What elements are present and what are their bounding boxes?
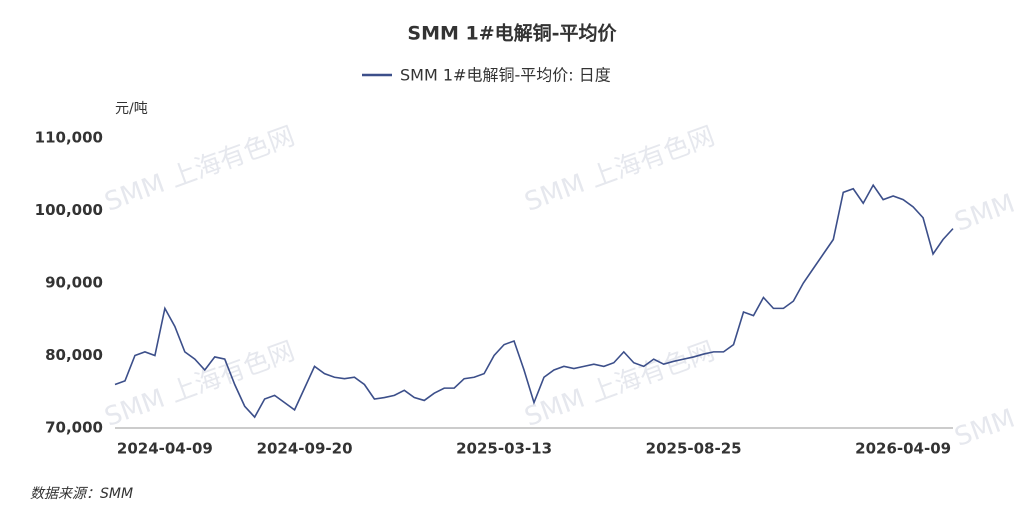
watermark: SMM 上海有色网 [951, 141, 1024, 237]
x-tick-label: 2025-03-13 [456, 440, 552, 458]
y-tick-label: 70,000 [45, 419, 103, 437]
y-tick-label: 110,000 [35, 129, 103, 147]
legend-label: SMM 1#电解铜-平均价: 日度 [400, 66, 611, 85]
watermark: SMM 上海有色网 [101, 336, 299, 432]
chart-title: SMM 1#电解铜-平均价 [407, 22, 617, 45]
x-tick-label: 2025-08-25 [646, 440, 742, 458]
watermark: SMM 上海有色网 [101, 121, 299, 217]
watermark: SMM 上海有色网 [521, 121, 719, 217]
source: 数据来源：SMM [30, 486, 133, 502]
watermark: SMM 上海有色网 [521, 336, 719, 432]
y-tick-label: 90,000 [45, 274, 103, 292]
y-tick-label: 100,000 [35, 201, 103, 219]
x-tick-label: 2024-09-20 [257, 440, 353, 458]
y-tick-label: 80,000 [45, 346, 103, 364]
watermark: SMM 上海有色网 [951, 356, 1024, 452]
x-tick-label: 2024-04-09 [117, 440, 213, 458]
line [114, 183, 954, 419]
x-tick-label: 2026-04-09 [855, 440, 951, 458]
y-axis-label: 元/吨 [115, 101, 148, 117]
